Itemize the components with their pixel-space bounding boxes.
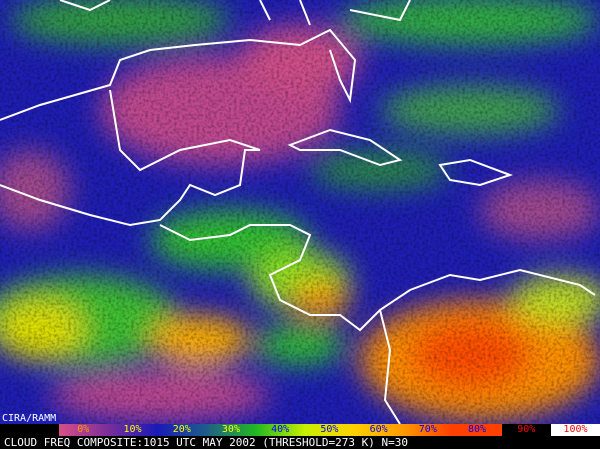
legend-item: 30% (206, 424, 256, 436)
legend-item: 40% (255, 424, 305, 436)
legend-item: 100% (550, 424, 600, 436)
legend-spacer (0, 424, 59, 436)
legend-item: 60% (353, 424, 404, 436)
legend-item: 90% (501, 424, 551, 436)
image-caption: CLOUD FREQ COMPOSITE:1015 UTC MAY 2002 (… (0, 436, 600, 449)
legend-item: 70% (403, 424, 453, 436)
legend-item: 80% (452, 424, 502, 436)
noise-texture (0, 0, 600, 424)
color-legend: 0% 10% 20% 30% 40% 50% 60% 70% 80% 90% 100% (0, 424, 600, 436)
legend-item: 50% (304, 424, 354, 436)
cloud-frequency-map (0, 0, 600, 424)
coastlines (0, 0, 596, 424)
legend-item: 0% (58, 424, 108, 436)
legend-item: 10% (107, 424, 158, 436)
credit-label: CIRA/RAMM (0, 413, 59, 424)
legend-item: 20% (157, 424, 207, 436)
